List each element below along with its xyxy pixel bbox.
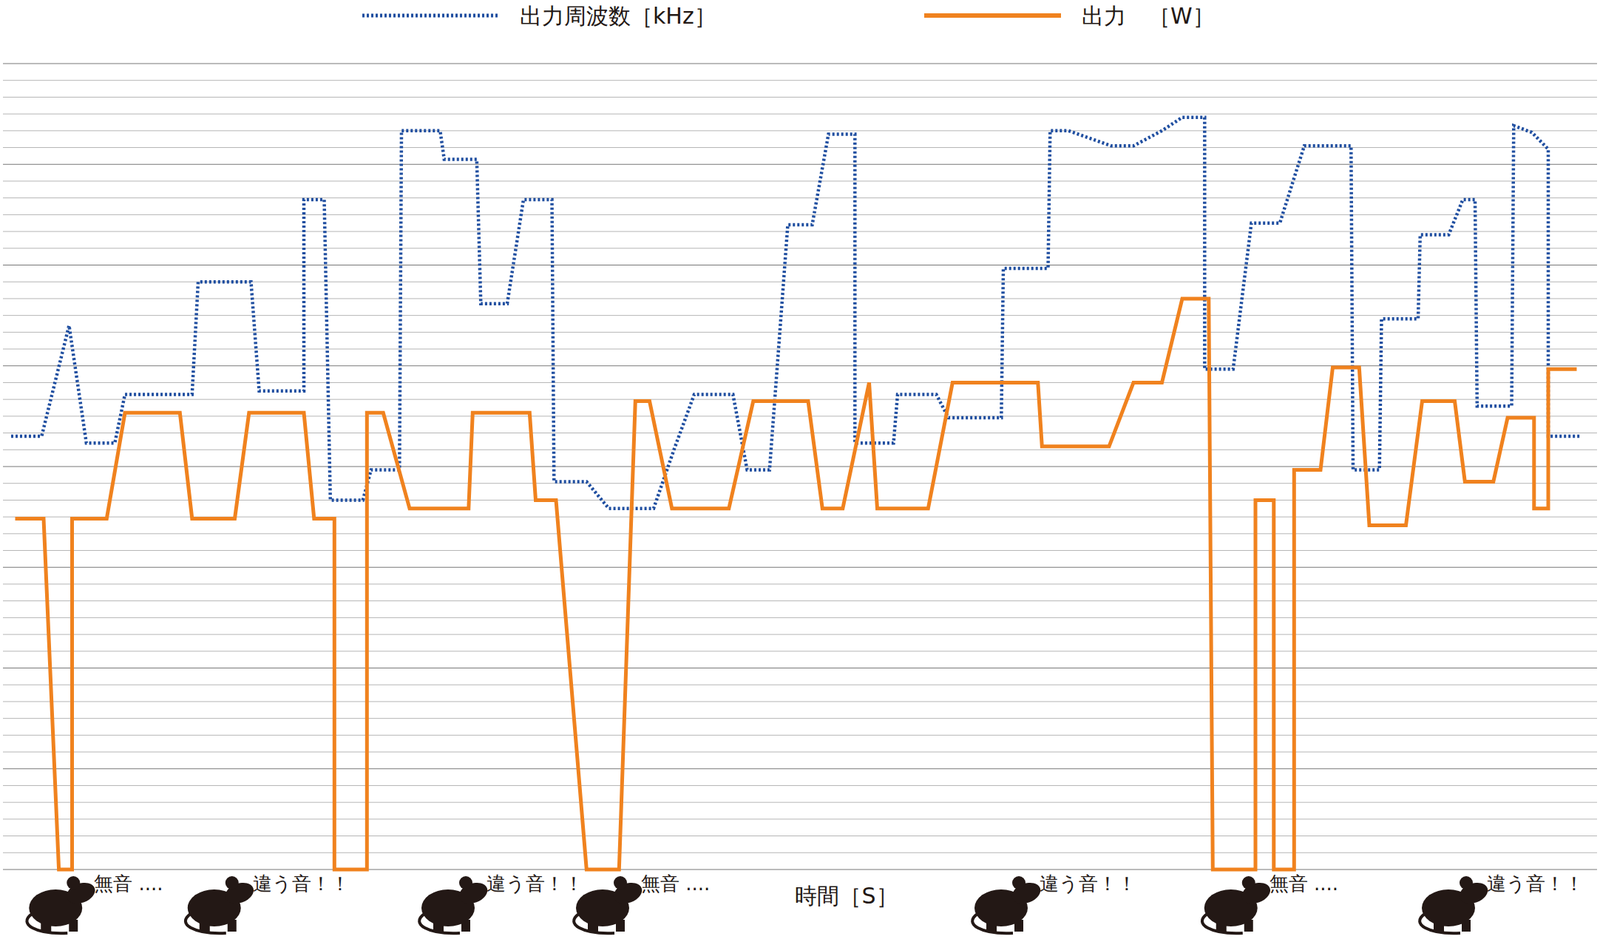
mouse-icon	[185, 876, 257, 934]
annotation: 違う音！！	[1486, 872, 1584, 895]
grid-line	[2, 734, 1598, 736]
grid-line	[2, 533, 1598, 534]
legend: 出力周波数［kHz］ 出力 ［W］	[362, 2, 1215, 29]
mouse-tail	[419, 913, 460, 934]
grid-line	[2, 449, 1598, 451]
mouse-foot	[986, 921, 997, 932]
grid-line	[2, 130, 1598, 131]
grid-line	[2, 415, 1598, 417]
grid-line	[2, 297, 1598, 299]
grid-line	[2, 650, 1598, 652]
grid-line	[2, 264, 1598, 266]
grid-line	[2, 164, 1598, 165]
mouse-icon	[972, 876, 1044, 934]
grid-line	[2, 869, 1598, 871]
grid-line	[2, 667, 1598, 669]
annotation: 違う音！！	[252, 872, 350, 895]
grid-line	[2, 700, 1598, 702]
grid-line	[2, 852, 1598, 854]
grid-line	[2, 79, 1598, 81]
grid-line	[2, 684, 1598, 686]
mouse-foot	[1461, 919, 1471, 932]
mouse-ear	[1459, 876, 1473, 890]
annotation: 違う音！！	[486, 872, 584, 895]
mouse-icon	[1202, 876, 1274, 934]
mouse-ear	[66, 876, 80, 890]
grid-line	[2, 600, 1598, 602]
grid-line	[2, 835, 1598, 837]
grid-line	[2, 751, 1598, 753]
mouse-foot	[1014, 919, 1024, 932]
grid-line	[2, 583, 1598, 585]
grid-line	[2, 214, 1598, 216]
annotation: 無音 ....	[1269, 872, 1339, 895]
mouse-ear	[225, 876, 239, 890]
grid-line	[2, 802, 1598, 803]
legend-key	[924, 13, 1061, 18]
grid-line	[2, 617, 1598, 619]
mouse-foot	[199, 921, 210, 932]
grid-line	[2, 818, 1598, 820]
legend-key	[362, 14, 500, 18]
mouse-foot	[461, 919, 471, 932]
grid-line	[2, 768, 1598, 769]
legend-label: 出力 ［W］	[1081, 2, 1215, 29]
grid-line	[2, 432, 1598, 434]
grid-line	[2, 314, 1598, 316]
mouse-tail	[1419, 913, 1461, 934]
grid-line	[2, 147, 1598, 148]
annotation: 違う音！！	[1039, 872, 1137, 895]
mouse-foot	[587, 921, 599, 932]
mouse-foot	[1216, 921, 1227, 932]
axis-title: 時間［S］	[794, 882, 898, 909]
annotation: 無音 ....	[641, 872, 710, 895]
mouse-foot	[68, 919, 78, 932]
mouse-icon	[573, 876, 645, 934]
grid	[2, 63, 1598, 870]
mouse-icon	[419, 876, 491, 934]
grid-line	[2, 197, 1598, 199]
mouse-icon	[26, 876, 98, 934]
grid-line	[2, 634, 1598, 636]
mouse-tail	[26, 913, 68, 934]
grid-line	[2, 96, 1598, 98]
mouse-foot	[433, 921, 444, 932]
plot-area	[11, 117, 1581, 870]
series-line	[11, 117, 1581, 509]
grid-line	[2, 331, 1598, 333]
grid-line	[2, 550, 1598, 551]
grid-line	[2, 63, 1598, 65]
mouse-tail	[185, 913, 227, 934]
legend-label: 出力周波数［kHz］	[519, 2, 717, 29]
grid-line	[2, 482, 1598, 484]
grid-line	[2, 785, 1598, 786]
grid-line	[2, 516, 1598, 518]
mouse-icon	[1419, 876, 1491, 934]
mouse-ear	[1012, 876, 1026, 890]
mouse-ear	[459, 876, 473, 890]
grid-line	[2, 499, 1598, 501]
grid-line	[2, 717, 1598, 719]
series-line	[15, 298, 1578, 870]
mouse-tail	[972, 913, 1013, 934]
chart: 出力周波数［kHz］ 出力 ［W］ 時間［S］ 無音 .... 違う音！！ 違う音！！ 無音…	[0, 0, 1600, 939]
mouse-foot	[1244, 919, 1254, 932]
grid-line	[2, 180, 1598, 182]
mouse-foot	[227, 919, 237, 932]
grid-line	[2, 382, 1598, 383]
grid-line	[2, 348, 1598, 350]
mouse-tail	[573, 913, 615, 934]
grid-line	[2, 113, 1598, 115]
grid-line	[2, 247, 1598, 249]
grid-line	[2, 567, 1598, 568]
mouse-foot	[40, 921, 52, 932]
mouse-tail	[1202, 913, 1243, 934]
mouse-foot	[1433, 921, 1444, 932]
grid-line	[2, 231, 1598, 233]
annotation: 無音 ....	[93, 872, 163, 895]
mouse-ear	[1242, 876, 1256, 890]
mouse-foot	[615, 919, 625, 932]
mouse-ear	[613, 876, 627, 890]
